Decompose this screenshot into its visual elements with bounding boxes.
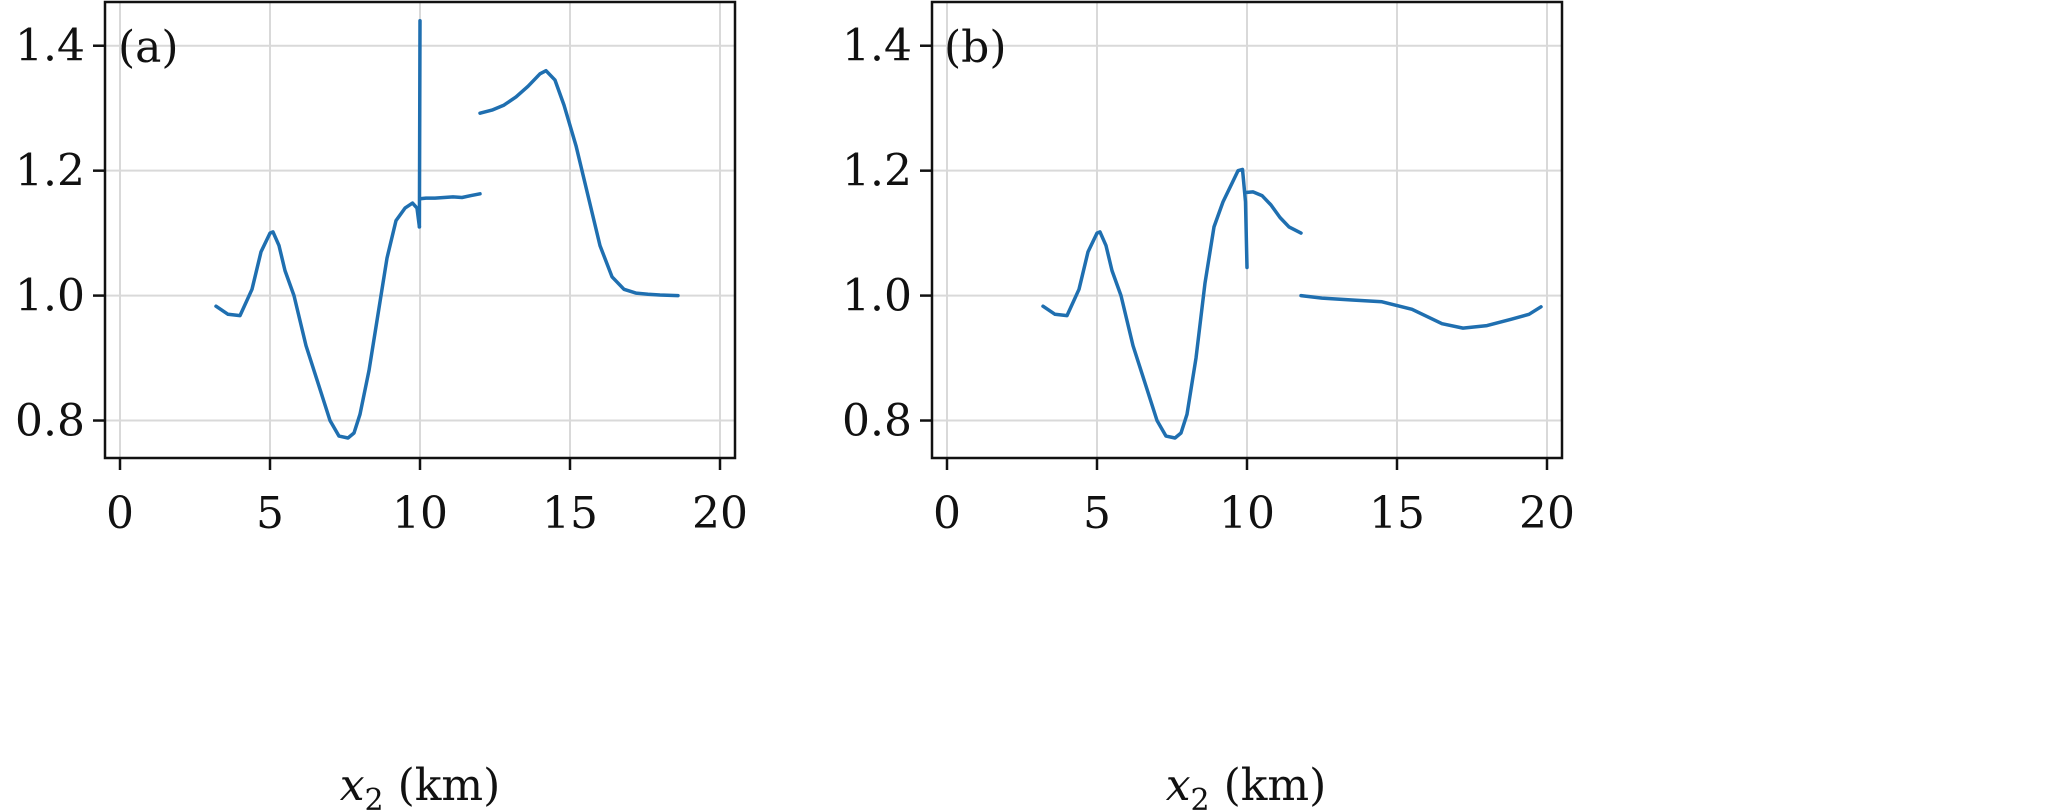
- x-tick-label: 15: [1369, 488, 1425, 539]
- x-axis-label: x2 (km): [340, 760, 501, 811]
- x-axis-label-variable: x: [340, 760, 365, 811]
- y-tick-label: 1.4: [842, 21, 912, 72]
- y-tick-label: 1.2: [15, 146, 85, 197]
- y-tick-label: 1.0: [15, 271, 85, 322]
- panel-label: (b): [944, 22, 1007, 73]
- y-tick-label: 0.8: [15, 396, 85, 447]
- series-line-segment: [418, 192, 482, 201]
- x-tick-label: 0: [933, 488, 961, 539]
- y-tick-label: 0.8: [842, 396, 912, 447]
- x-tick-label: 10: [1219, 488, 1275, 539]
- x-axis-label-variable: x: [1166, 760, 1191, 811]
- chart-panel-a: (a) x2 (km) 0 5 10 15 20 0.8 1.0 1.2 1.4: [15, 0, 748, 811]
- series-line-segment: [1299, 293, 1543, 330]
- series-line-segment: [1243, 190, 1303, 235]
- y-tick-label: 1.2: [842, 146, 912, 197]
- x-tick-label: 0: [106, 488, 134, 539]
- series-line-segment: [214, 201, 422, 440]
- x-tick-label: 5: [256, 488, 284, 539]
- y-tick-label: 1.4: [15, 21, 85, 72]
- x-axis-label-subscript: 2: [1191, 783, 1210, 811]
- chart-panel-b: (b) x2 (km) 0 5 10 15 20 0.8 1.0 1.2 1.4: [842, 0, 1575, 811]
- x-tick-label: 15: [542, 488, 598, 539]
- x-axis-label-unit: (km): [1210, 760, 1327, 811]
- y-tick-label: 1.0: [842, 271, 912, 322]
- x-tick-label: 5: [1083, 488, 1111, 539]
- x-tick-label: 10: [392, 488, 448, 539]
- x-axis-label: x2 (km): [1166, 760, 1327, 811]
- series-line-segment: [417, 18, 422, 229]
- x-tick-label: 20: [692, 488, 748, 539]
- series-line-segment: [1041, 167, 1249, 440]
- panel-label: (a): [118, 22, 179, 73]
- series-line-segment: [478, 68, 680, 298]
- x-tick-label: 20: [1519, 488, 1575, 539]
- x-axis-label-unit: (km): [384, 760, 501, 811]
- x-axis-label-subscript: 2: [365, 783, 384, 811]
